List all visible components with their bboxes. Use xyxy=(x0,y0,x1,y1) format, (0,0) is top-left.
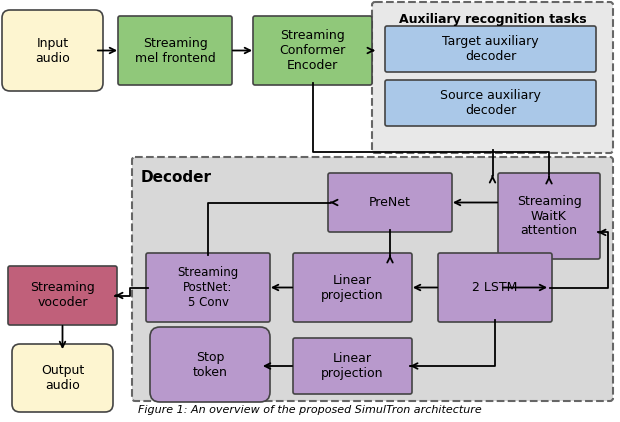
FancyBboxPatch shape xyxy=(328,173,452,232)
Text: Linear
projection: Linear projection xyxy=(321,352,384,380)
FancyBboxPatch shape xyxy=(150,327,270,402)
FancyBboxPatch shape xyxy=(118,16,232,85)
FancyBboxPatch shape xyxy=(8,266,117,325)
FancyBboxPatch shape xyxy=(12,344,113,412)
FancyBboxPatch shape xyxy=(2,10,103,91)
Text: Streaming
vocoder: Streaming vocoder xyxy=(30,281,95,309)
Text: Auxiliary recognition tasks: Auxiliary recognition tasks xyxy=(399,13,587,25)
FancyBboxPatch shape xyxy=(372,2,613,153)
FancyBboxPatch shape xyxy=(438,253,552,322)
FancyBboxPatch shape xyxy=(253,16,372,85)
Text: 2 LSTM: 2 LSTM xyxy=(472,281,518,294)
Text: Target auxiliary
decoder: Target auxiliary decoder xyxy=(442,35,539,63)
FancyBboxPatch shape xyxy=(293,253,412,322)
Text: Streaming
PostNet:
5 Conv: Streaming PostNet: 5 Conv xyxy=(177,266,239,309)
Text: Source auxiliary
decoder: Source auxiliary decoder xyxy=(440,89,541,117)
FancyBboxPatch shape xyxy=(385,26,596,72)
Text: PreNet: PreNet xyxy=(369,196,411,209)
Text: Output
audio: Output audio xyxy=(41,364,84,392)
FancyBboxPatch shape xyxy=(293,338,412,394)
Text: Stop
token: Stop token xyxy=(193,351,228,379)
Text: Streaming
Conformer
Encoder: Streaming Conformer Encoder xyxy=(280,29,345,72)
Text: Decoder: Decoder xyxy=(141,170,212,186)
Text: Figure 1: An overview of the proposed SimulTron architecture: Figure 1: An overview of the proposed Si… xyxy=(138,405,482,415)
Text: Input
audio: Input audio xyxy=(35,36,70,65)
Text: Streaming
WaitK
attention: Streaming WaitK attention xyxy=(516,195,582,238)
FancyBboxPatch shape xyxy=(146,253,270,322)
Text: Streaming
mel frontend: Streaming mel frontend xyxy=(135,36,215,65)
FancyBboxPatch shape xyxy=(385,80,596,126)
Text: Linear
projection: Linear projection xyxy=(321,273,384,301)
FancyBboxPatch shape xyxy=(498,173,600,259)
FancyBboxPatch shape xyxy=(132,157,613,401)
